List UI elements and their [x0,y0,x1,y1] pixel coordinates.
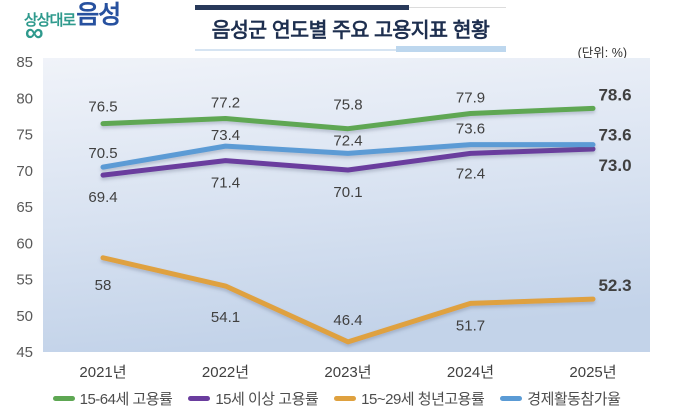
y-tick-label: 85 [16,54,33,71]
logo-name-text: 음성 [76,1,121,29]
x-tick-label: 2023년 [324,364,371,381]
data-label: 77.9 [456,89,485,106]
legend-item: 경제활동참가율 [500,388,621,409]
data-label: 70.5 [88,145,117,162]
data-label: 58 [95,277,112,294]
data-label: 51.7 [456,317,485,334]
data-label: 46.4 [333,312,362,329]
legend-label: 15~29세 청년고용률 [361,391,485,408]
y-tick-label: 70 [16,163,33,180]
employment-line-chart: 85 80 75 70 65 60 55 50 45 2021년 2022년 2023년 2024년 20… [16,54,650,381]
legend-label: 경제활동참가율 [527,391,621,408]
title-block: 음성군 연도별 주요 고용지표 현황 [195,0,506,52]
y-tick-label: 45 [16,344,33,361]
data-label: 77.2 [211,95,240,112]
data-label: 70.1 [333,184,362,201]
legend-item: 15~29세 청년고용률 [334,388,485,409]
y-tick-label: 80 [16,90,33,107]
data-label: 54.1 [211,309,240,326]
x-tick-label: 2024년 [447,364,494,381]
logo-wordmark: 상상대로 음성 [24,1,121,29]
final-value-label: 78.6 [598,85,631,104]
legend-swatch [188,396,211,401]
legend-swatch [52,396,75,401]
legend-swatch [334,396,357,401]
title-bottom-rule [195,46,506,52]
data-label: 73.6 [456,121,485,138]
data-label: 69.4 [88,189,117,206]
logo-slogan-text: 상상대로 [24,12,76,29]
series-line [100,105,596,132]
title-underline [195,49,506,51]
y-tick-label: 55 [16,272,33,289]
eumseong-county-logo: 상상대로 음성 ∞ [24,1,121,47]
x-tick-label: 2025년 [569,364,616,381]
data-label: 72.4 [456,165,485,182]
x-tick-label: 2021년 [79,364,126,381]
y-tick-label: 60 [16,235,33,252]
title-underline-accent [396,46,506,52]
x-tick-label: 2022년 [202,364,249,381]
title-accent-bar [195,5,409,10]
series-line [100,255,596,345]
y-tick-label: 75 [16,127,33,144]
unit-label: (단위: %) [577,46,627,60]
data-label: 76.5 [88,99,117,116]
data-label: 75.8 [333,97,362,114]
y-tick-label: 50 [16,308,33,325]
data-label: 71.4 [211,175,240,192]
final-value-label: 73.6 [598,126,631,145]
legend-label: 15세 이상 고용률 [215,391,319,408]
legend-swatch [500,396,523,401]
legend-item: 15-64세 고용률 [52,388,173,409]
series-line [100,146,596,178]
title-top-rule [195,5,506,10]
title-faint-rule [409,7,506,8]
final-value-label: 73.0 [598,156,631,175]
y-tick-label: 65 [16,199,33,216]
data-label: 72.4 [333,132,362,149]
chart-legend: 15-64세 고용률 15세 이상 고용률 15~29세 청년고용률 경제활동참가율 [0,388,673,409]
series-line [100,142,596,170]
page-title: 음성군 연도별 주요 고용지표 현황 [211,19,490,42]
legend-label: 15-64세 고용률 [79,391,173,408]
legend-item: 15세 이상 고용률 [188,388,319,409]
infinity-icon: ∞ [25,17,44,47]
data-label: 73.4 [211,127,240,144]
final-value-label: 52.3 [598,276,631,295]
